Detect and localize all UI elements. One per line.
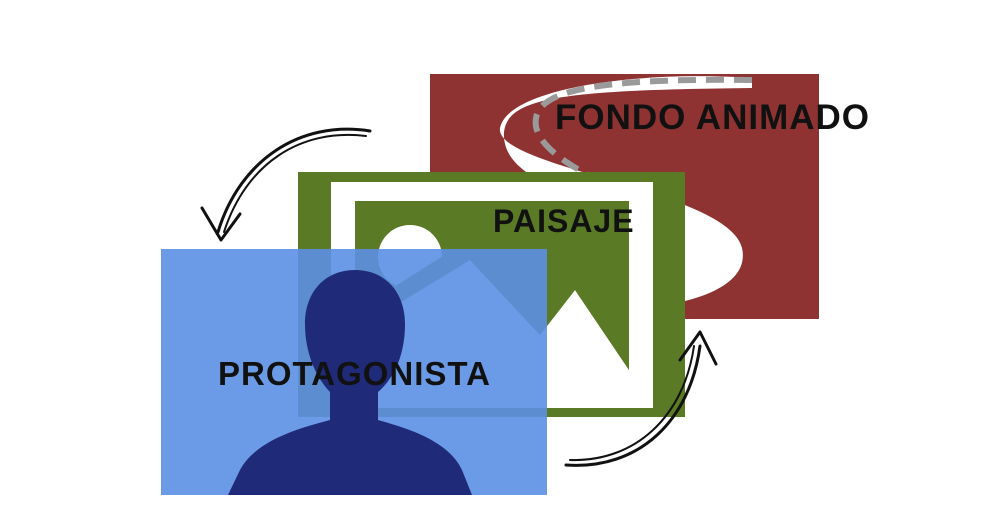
paisaje-label: PAISAJE — [493, 203, 635, 239]
person-silhouette-icon — [228, 270, 472, 495]
curved-arrow-icon — [200, 127, 372, 242]
protagonista-layer — [161, 249, 547, 495]
protagonista-label: PROTAGONISTA — [218, 355, 491, 392]
fondo-label: FONDO ANIMADO — [555, 98, 871, 137]
curved-arrow-icon — [564, 330, 718, 467]
